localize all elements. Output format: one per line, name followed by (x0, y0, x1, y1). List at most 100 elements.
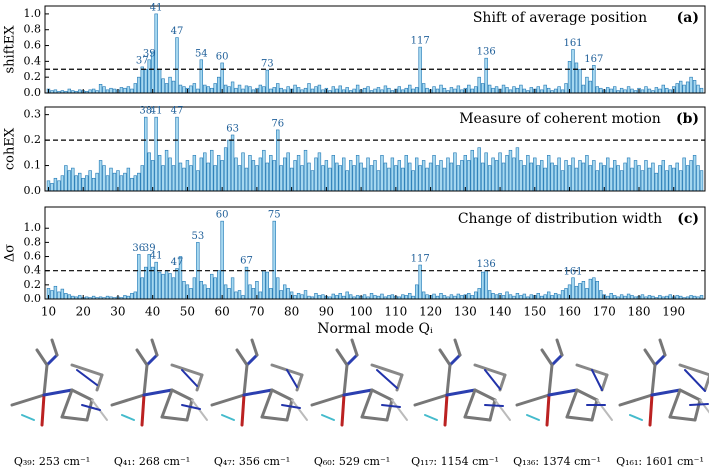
bar (529, 87, 534, 94)
y-tick-label: 0.0 (24, 292, 42, 305)
bar (345, 291, 349, 300)
bar (216, 76, 221, 94)
peak-label: 117 (411, 254, 430, 265)
bond (191, 399, 208, 421)
bar (665, 87, 669, 94)
bar (150, 266, 155, 300)
bond (242, 363, 249, 397)
bar (140, 66, 144, 94)
bar (543, 84, 547, 94)
bar (456, 85, 461, 94)
bar (477, 76, 481, 94)
y-tick-label: 0.3 (24, 108, 42, 121)
molecule-sketch: Q₃₉: 253 cm⁻¹ (10, 338, 108, 468)
bar (501, 295, 506, 300)
bar (595, 86, 600, 94)
bar (665, 170, 669, 192)
bond (424, 414, 438, 421)
plot-frame (44, 206, 706, 300)
bar (251, 288, 256, 300)
bar (439, 84, 443, 94)
bar (678, 170, 683, 192)
bar (487, 165, 492, 192)
bar (557, 157, 561, 192)
peak-label: 39 (143, 48, 156, 59)
bar (276, 129, 280, 192)
panel-title: Change of distribution width (458, 211, 662, 227)
y-axis-label: shiftEX (3, 25, 18, 74)
bar (588, 80, 593, 94)
bar (442, 87, 447, 94)
bar (456, 165, 461, 192)
bar (161, 165, 165, 192)
bar (123, 87, 127, 94)
bar (150, 160, 155, 192)
molecule-sketch: Q₁₃₆: 1374 cm⁻¹ (513, 338, 613, 468)
x-tick-label: 190 (662, 305, 685, 319)
bar (178, 84, 183, 94)
y-tick-label: 1.0 (24, 221, 42, 234)
panel-label: (c) (677, 211, 699, 227)
bar (678, 80, 683, 94)
bar (272, 220, 276, 300)
bar (647, 167, 652, 192)
bar (529, 294, 534, 300)
bar (675, 162, 679, 192)
bar (286, 152, 290, 192)
bar (533, 157, 537, 192)
bar (265, 271, 270, 300)
bar (373, 295, 377, 300)
bond (693, 398, 702, 422)
bar (112, 88, 117, 94)
x-tick-label: 110 (384, 305, 407, 319)
bar (467, 84, 471, 94)
bar (522, 293, 527, 300)
peak-label: 136 (477, 47, 496, 58)
bond (60, 415, 89, 422)
bar (248, 155, 252, 192)
bar (564, 288, 568, 300)
panel-label: (a) (677, 10, 699, 26)
bar (317, 295, 322, 300)
bar (536, 165, 540, 192)
bond (668, 388, 682, 419)
x-tick-label: 130 (454, 305, 477, 319)
bar (279, 290, 283, 300)
bar (425, 87, 429, 94)
bond (285, 398, 294, 422)
bar (428, 162, 433, 192)
peak-label: 67 (240, 256, 253, 267)
mode-caption: Q₄₁: 268 cm⁻¹ (114, 455, 190, 468)
bar (314, 293, 318, 300)
bar (168, 157, 172, 192)
bond (170, 363, 204, 377)
bond (391, 399, 408, 421)
bar (578, 68, 582, 94)
bar (102, 86, 106, 94)
bar (508, 149, 513, 192)
bar (244, 266, 249, 300)
bar (581, 162, 586, 192)
bar (206, 288, 210, 300)
bar (133, 83, 138, 94)
bar (258, 84, 263, 94)
bond (95, 373, 104, 392)
bar (78, 172, 82, 192)
bond (70, 363, 104, 377)
bond (245, 353, 259, 367)
bar (293, 84, 297, 94)
bond (445, 363, 452, 397)
bar (623, 162, 627, 192)
bar (348, 294, 353, 300)
bond (142, 363, 149, 397)
bond (385, 398, 394, 422)
x-tick-label: 150 (523, 305, 546, 319)
bar (241, 295, 245, 300)
bond (648, 393, 654, 427)
bar (432, 293, 436, 300)
bar (689, 160, 693, 192)
bar (553, 293, 558, 300)
y-tick-label: 0.4 (24, 54, 42, 67)
bar (480, 83, 485, 94)
bar (647, 295, 652, 300)
